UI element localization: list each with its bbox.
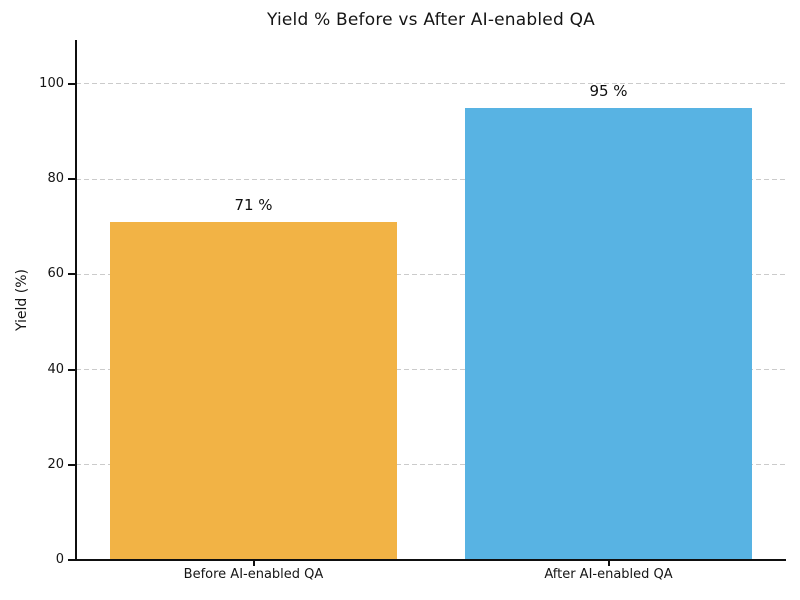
y-tick-mark [68, 463, 75, 466]
y-tick-label: 100 [39, 75, 64, 91]
bar-value-label: 95 % [589, 81, 628, 100]
bar-after-ai-qa [464, 107, 753, 560]
chart-title: Yield % Before vs After AI-enabled QA [267, 10, 595, 30]
gridline [76, 369, 786, 371]
y-tick-label: 40 [47, 361, 64, 377]
y-tick-label: 0 [55, 552, 64, 567]
x-tick-mark [252, 561, 255, 566]
y-axis-line [75, 40, 77, 561]
y-tick-mark [68, 82, 75, 85]
y-tick-label: 60 [47, 266, 64, 282]
y-tick-mark [68, 178, 75, 181]
gridline [76, 83, 786, 85]
x-axis-line [75, 559, 786, 561]
x-tick-mark [607, 561, 610, 566]
y-tick-mark [68, 559, 75, 561]
bar-before-ai-qa [109, 221, 398, 560]
gridline [76, 178, 786, 180]
x-tick-label: After AI-enabled QA [544, 567, 673, 582]
y-tick-mark [68, 368, 75, 371]
y-tick-label: 80 [47, 171, 64, 187]
x-tick-label: Before AI-enabled QA [183, 567, 324, 582]
y-tick-label: 20 [47, 456, 64, 472]
gridline [76, 273, 786, 275]
y-tick-mark [68, 273, 75, 276]
gridline [76, 464, 786, 466]
bar-value-label: 71 % [234, 195, 273, 214]
